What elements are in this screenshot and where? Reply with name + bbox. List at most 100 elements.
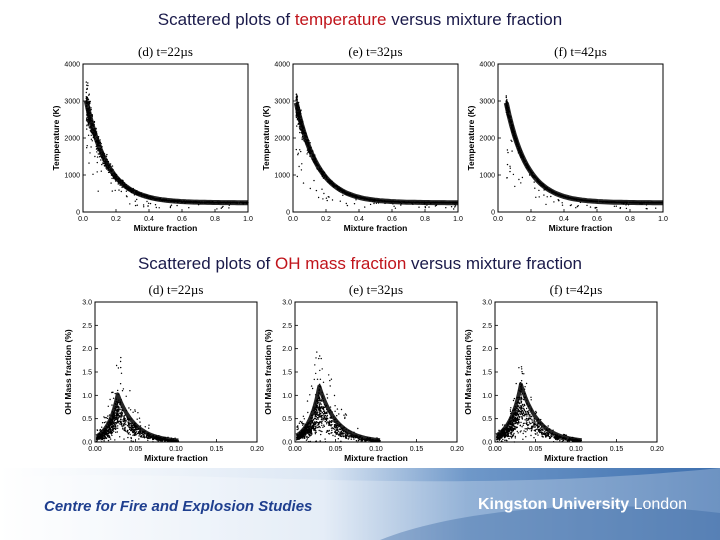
scatter-point [129,409,132,411]
scatter-point [110,182,112,184]
scatter-point [322,414,324,416]
scatter-point [339,200,341,202]
scatter-point [126,425,129,427]
scatter-point [114,423,116,426]
scatter-point [135,429,137,431]
scatter-point [88,93,90,95]
x-tick-label: 0.2 [321,216,331,223]
scatter-point [113,422,116,424]
scatter-point [424,206,427,209]
scatter-point [450,206,453,208]
y-tick-label: 0.5 [282,416,292,423]
scatter-point [328,374,330,376]
scatter-point [510,139,512,141]
scatter-point [119,407,121,409]
scatter-point [316,421,319,423]
scatter-point [169,205,172,207]
scatter-point [306,153,308,155]
scatter-point [101,437,103,439]
scatter-point [117,427,119,429]
scatter-point [296,175,298,178]
scatter-point [507,151,509,154]
scatter-point [125,190,128,192]
scatter-point [511,140,513,143]
scatter-point [122,423,125,425]
scatter-point [138,438,140,440]
scatter-point [120,190,123,193]
y-tick-label: 1.5 [282,370,292,377]
scatter-point [147,205,149,207]
scatter-point [117,407,119,409]
x-tick-label: 0.0 [493,216,503,223]
x-axis-label: Mixture fraction [344,223,408,233]
scatter-point [136,432,139,435]
scatter-point [93,120,96,123]
scatter-point [96,171,98,173]
scatter-point [102,162,104,164]
plot-frame [497,63,664,213]
y-tick-label: 1000 [274,173,290,180]
scatter-point [157,440,159,442]
scatter-point [112,397,115,399]
scatter-point [134,410,136,412]
scatter-point [320,430,322,432]
scatter-point [96,429,98,431]
scatter-point [128,428,131,431]
plot-title: (e) t=32µs [349,282,403,297]
scatter-point [120,423,122,425]
scatter-point [350,438,352,440]
scatter-point [613,205,616,207]
x-tick-label: 0.0 [78,216,88,223]
scatter-point [128,421,130,423]
y-tick-label: 0 [286,210,290,217]
scatter-point [338,413,340,415]
scatter-point [132,425,134,427]
y-tick-label: 2.0 [82,346,92,353]
scatter-point [115,425,117,428]
scatter-point [577,205,579,207]
scatter-point [123,416,125,418]
scatter-point [109,398,111,401]
scatter-point [129,433,131,436]
scatter-point [97,153,99,155]
scatter-point [511,150,513,152]
scatter-point [117,408,119,410]
scatter-point [133,432,136,434]
x-tick-label: 1.0 [658,216,668,223]
heading-suffix: versus mixture fraction [386,10,563,29]
scatter-point [138,435,140,437]
scatter-point [323,419,325,421]
scatter-point [514,185,516,188]
scatter-point [299,420,301,423]
scatter-point [321,188,323,190]
scatter-point [400,204,402,206]
scatter-point [216,208,218,210]
scatter-point [311,425,313,427]
scatter-point [301,137,303,139]
scatter-point [321,400,323,402]
x-tick-label: 0.6 [387,216,397,223]
scatter-point [123,418,126,420]
scatter-point [90,138,93,140]
scatter-point [116,413,118,416]
scatter-point [134,432,137,435]
scatter-point [133,426,135,429]
y-axis-label: Temperature (K) [261,105,271,170]
scatter-point [89,102,91,104]
scatter-point [320,403,322,405]
scatter-point [85,98,88,100]
x-tick-label: 1.0 [453,216,463,223]
scatter-point [309,435,311,437]
scatter-point [112,423,114,426]
scatter-point [320,421,322,423]
x-tick-label: 0.2 [526,216,536,223]
scatter-point [112,425,115,428]
scatter-point [119,383,122,385]
scatter-point [118,189,120,191]
y-tick-label: 4000 [274,62,290,69]
scatter-point [91,140,93,142]
scatter-point [373,202,375,205]
scatter-point [118,412,120,414]
scatter-point [106,417,109,420]
